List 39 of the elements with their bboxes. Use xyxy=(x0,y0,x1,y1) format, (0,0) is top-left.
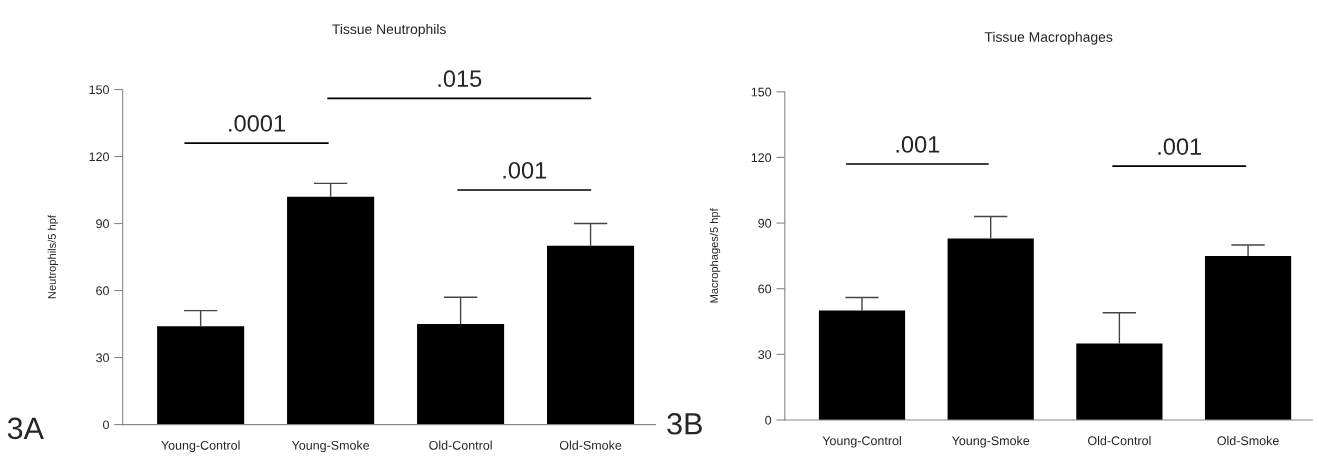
y-tick-label: 90 xyxy=(96,219,109,229)
y-tick-label: 150 xyxy=(89,85,109,95)
bar xyxy=(287,196,375,425)
text: 3A xyxy=(7,417,44,440)
y-tick-label: 150 xyxy=(751,87,772,97)
annotation: .0001 xyxy=(229,115,285,132)
annotation: .001 xyxy=(896,136,940,153)
y-axis-title: Macrophages/5 hpf xyxy=(709,208,721,303)
y-tick-label: 0 xyxy=(765,415,772,425)
x-tick-label: Old-Control xyxy=(1088,435,1151,446)
y-tick-label: 30 xyxy=(96,353,109,363)
annotation: .001 xyxy=(1158,138,1202,155)
y-tick-label: 60 xyxy=(96,286,109,296)
y-tick-label: 120 xyxy=(751,153,772,163)
y-tick-label: 60 xyxy=(758,284,772,294)
bar xyxy=(947,238,1034,420)
x-tick-label: Young-Smoke xyxy=(951,435,1030,448)
y-axis-title: Neutrophils/5 hpf xyxy=(47,215,59,299)
x-tick-label: Young-Control xyxy=(161,440,240,453)
y-tick-label: 90 xyxy=(758,218,772,228)
bar xyxy=(417,324,505,425)
x-tick-label: Young-Control xyxy=(822,435,901,448)
y-tick-label: 0 xyxy=(103,420,109,430)
x-tick-label: Old-Smoke xyxy=(559,440,622,450)
annotation: .001 xyxy=(503,161,547,179)
bar xyxy=(1076,343,1163,420)
bar xyxy=(157,326,245,425)
text: 3B xyxy=(667,412,702,435)
x-tick-label: Old-Smoke xyxy=(1217,435,1279,446)
text: .015 xyxy=(438,70,482,88)
x-tick-label: Old-Control xyxy=(429,440,492,450)
y-tick-label: 120 xyxy=(89,152,109,162)
bar xyxy=(547,245,635,425)
bar xyxy=(818,310,906,420)
y-tick-label: 30 xyxy=(758,350,772,359)
x-tick-label: Young-Smoke xyxy=(291,440,370,453)
chart-title: Tissue Neutrophils xyxy=(332,23,446,37)
bar xyxy=(1204,255,1292,420)
chart-title: Tissue Macrophages xyxy=(984,31,1113,45)
